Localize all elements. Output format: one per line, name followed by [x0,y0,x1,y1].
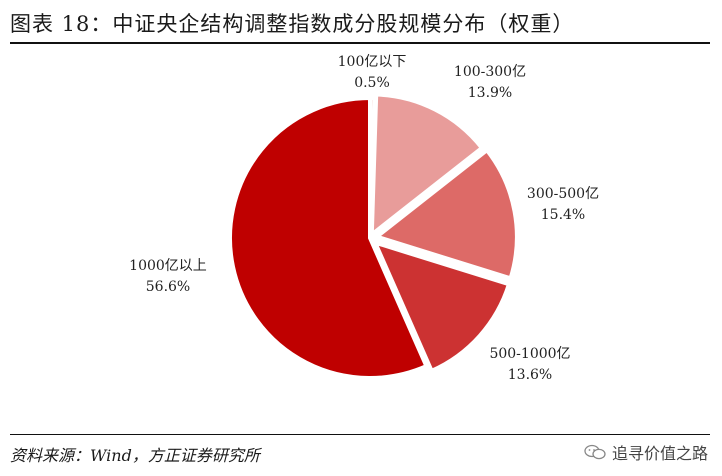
slice-value-label: 0.5% [354,75,390,91]
slice-category-label: 100亿以下 [338,54,407,70]
pie-slice [371,239,512,374]
slice-value-label: 13.9% [468,85,512,101]
pie-slice [369,92,485,239]
source-note: 资料来源：Wind，方正证券研究所 [10,446,260,465]
slice-value-label: 15.4% [541,207,585,223]
title-rule [10,42,710,44]
pie-slice [372,147,519,281]
slice-category-label: 100-300亿 [454,64,526,80]
slice-category-label: 1000亿以上 [129,258,207,274]
watermark: 追寻价值之路 [584,440,708,464]
slice-value-label: 13.6% [508,367,552,383]
wechat-icon [584,444,606,460]
source-rule [10,434,710,435]
watermark-text: 追寻价值之路 [611,444,708,463]
slice-category-label: 500-1000亿 [489,346,570,362]
slice-value-label: 56.6% [146,279,190,295]
pie-slice [228,95,430,380]
figure-title: 图表 18：中证央企结构调整指数成分股规模分布（权重） [10,12,575,36]
slice-category-label: 300-500亿 [527,186,599,202]
